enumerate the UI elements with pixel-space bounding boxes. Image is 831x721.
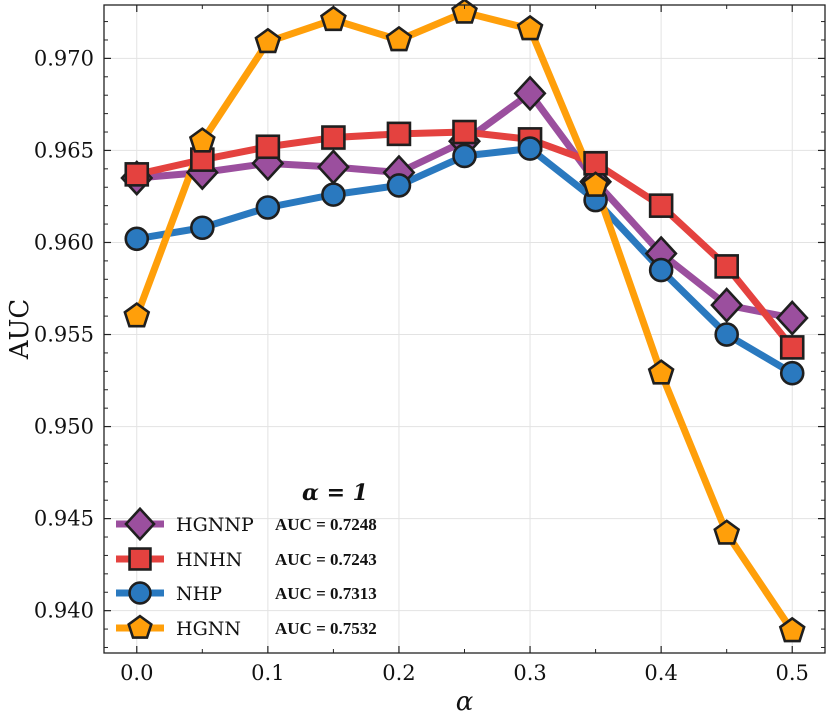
hgnn-data-point	[778, 616, 806, 643]
series-lines	[133, 8, 796, 635]
legend-swatch-marker	[128, 547, 152, 571]
legend-label: HNHN	[176, 549, 242, 571]
hgnn-data-point	[647, 359, 675, 385]
hnhn-data-point	[124, 162, 150, 187]
hgnn-data-point	[254, 27, 282, 54]
legend-auc-value: AUC = 0.7313	[275, 584, 377, 603]
hgnn-data-point	[319, 5, 347, 32]
nhp-data-point	[779, 360, 805, 386]
axis-ticks: 0.0 0.1 0.2 0.3 0.4 0.5 0.940 0.945 0.950 0.955 0.…	[34, 5, 825, 685]
nhp-data-point	[714, 322, 739, 347]
nhp-data-point	[452, 143, 477, 169]
y-tick-label: 0.970	[34, 46, 94, 70]
nhp-data-point	[190, 215, 215, 241]
legend-swatch-marker	[124, 506, 156, 542]
legend-entry-hgnnp: HGNNP AUC = 0.7248	[116, 506, 377, 542]
legend-label: HGNNP	[176, 514, 254, 536]
legend-swatch-marker	[127, 614, 153, 639]
x-tick-label: 0.3	[513, 661, 546, 685]
x-tick-label: 0.0	[120, 661, 153, 685]
alpha-annotation: α = 1	[302, 480, 368, 506]
hgnnp-markers	[120, 75, 809, 336]
hgnnp-data-point	[775, 300, 809, 336]
nhp-data-point	[648, 257, 674, 283]
hgnn-data-point	[123, 302, 151, 328]
x-tick-label: 0.2	[382, 661, 415, 685]
nhp-data-point	[517, 136, 543, 161]
hnhn-data-point	[386, 121, 412, 147]
legend-swatch-marker	[128, 581, 152, 605]
legend-entry-nhp: NHP AUC = 0.7313	[116, 581, 377, 605]
nhp-markers	[124, 136, 805, 386]
hgnn-series-line	[133, 8, 796, 635]
hgnnp-data-point	[316, 149, 350, 185]
hgnnp-data-point	[710, 287, 744, 323]
hgnn-data-point	[385, 25, 413, 52]
legend-entry-hnhn: HNHN AUC = 0.7243	[116, 547, 377, 571]
hnhn-data-point	[452, 119, 477, 145]
nhp-data-point	[124, 226, 150, 252]
legend-auc-value: AUC = 0.7248	[275, 515, 377, 534]
legend-label: HGNN	[176, 618, 241, 640]
hnhn-data-point	[779, 335, 805, 360]
legend-entry-hgnn: HGNN AUC = 0.7532	[116, 614, 377, 640]
nhp-series-line	[133, 145, 796, 377]
hgnn-data-point	[188, 127, 216, 153]
hnhn-data-point	[714, 254, 739, 279]
hgnn-data-point	[582, 171, 610, 197]
nhp-data-point	[386, 173, 412, 198]
hgnn-markers	[123, 0, 806, 643]
series-markers	[120, 0, 809, 643]
x-tick-label: 0.1	[251, 661, 284, 685]
nhp-data-point	[255, 195, 281, 220]
legend-auc-value: AUC = 0.7532	[275, 619, 377, 638]
x-tick-label: 0.4	[644, 661, 677, 685]
legend-label: NHP	[176, 583, 222, 605]
hgnn-data-point	[451, 0, 478, 24]
x-axis-label: α	[456, 687, 474, 717]
y-tick-label: 0.965	[34, 138, 94, 162]
legend-auc-value: AUC = 0.7243	[275, 550, 377, 569]
y-axis-label: AUC	[5, 299, 35, 361]
hnhn-data-point	[648, 193, 674, 218]
y-tick-label: 0.945	[34, 507, 94, 531]
y-tick-label: 0.960	[34, 230, 94, 254]
hnhn-data-point	[321, 125, 346, 150]
hgnnp-data-point	[513, 75, 547, 112]
y-tick-label: 0.940	[34, 599, 94, 623]
legend: HGNNP AUC = 0.7248 HNHN AUC = 0.7243 NHP AUC …	[116, 506, 377, 640]
hgnn-data-point	[713, 519, 741, 545]
y-tick-label: 0.955	[34, 323, 94, 347]
x-tick-label: 0.5	[776, 661, 809, 685]
y-tick-label: 0.950	[34, 415, 94, 439]
hnhn-data-point	[255, 134, 281, 160]
hgnn-data-point	[516, 14, 544, 41]
hnhn-data-point	[583, 151, 608, 176]
nhp-data-point	[321, 182, 346, 207]
